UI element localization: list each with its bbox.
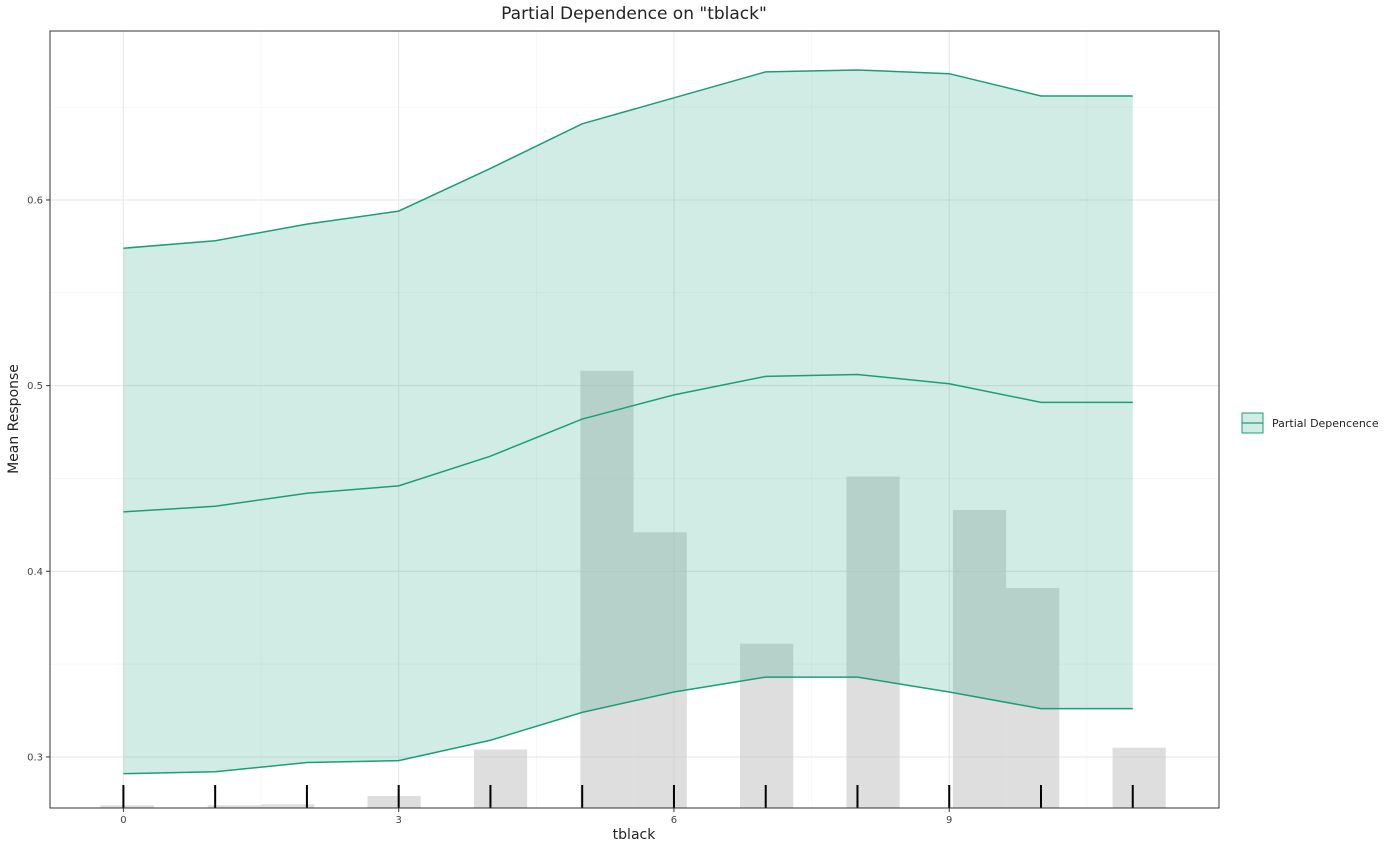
x-axis-title: tblack xyxy=(613,827,657,843)
histogram-bar xyxy=(207,805,262,808)
histogram-bar xyxy=(952,510,1007,808)
y-tick-label: 0.3 xyxy=(27,752,43,763)
mean-response-line xyxy=(123,373,1133,513)
x-tick-label: 3 xyxy=(395,815,401,826)
histogram-bar xyxy=(740,643,794,808)
confidence-band xyxy=(123,69,1133,774)
y-axis-title: Mean Response xyxy=(6,364,22,474)
histogram-bar xyxy=(846,476,900,808)
chart-title: Partial Dependence on "tblack" xyxy=(501,4,767,24)
upper-bound-line xyxy=(123,69,1133,249)
legend-label: Partial Depencence xyxy=(1272,417,1379,430)
histogram-bar xyxy=(580,370,634,808)
x-axis-ticks: 0 3 6 9 xyxy=(120,808,952,826)
series-lines xyxy=(123,69,1133,775)
y-tick-label: 0.4 xyxy=(27,567,43,578)
histogram-bar xyxy=(100,805,154,808)
rug-marks xyxy=(122,785,1134,808)
histogram-bar xyxy=(367,795,421,808)
minor-gridlines xyxy=(50,31,1219,808)
y-tick-label: 0.6 xyxy=(27,195,43,206)
histogram-bar xyxy=(633,532,687,808)
histogram-bar xyxy=(1112,747,1166,808)
histogram-bar xyxy=(1006,587,1060,808)
x-tick-label: 0 xyxy=(120,815,126,826)
y-tick-label: 0.5 xyxy=(27,381,43,392)
histogram-bars xyxy=(100,370,1166,808)
lower-bound-line xyxy=(123,676,1133,775)
histogram-bar xyxy=(473,749,528,808)
x-tick-label: 9 xyxy=(946,815,952,826)
x-tick-label: 6 xyxy=(671,815,677,826)
y-axis-ticks: 0.3 0.4 0.5 0.6 xyxy=(27,195,50,763)
confidence-band-layer xyxy=(123,69,1133,774)
histogram-bar xyxy=(261,804,315,808)
plot-border xyxy=(49,30,1220,809)
legend: Partial Depencence xyxy=(1241,412,1379,434)
